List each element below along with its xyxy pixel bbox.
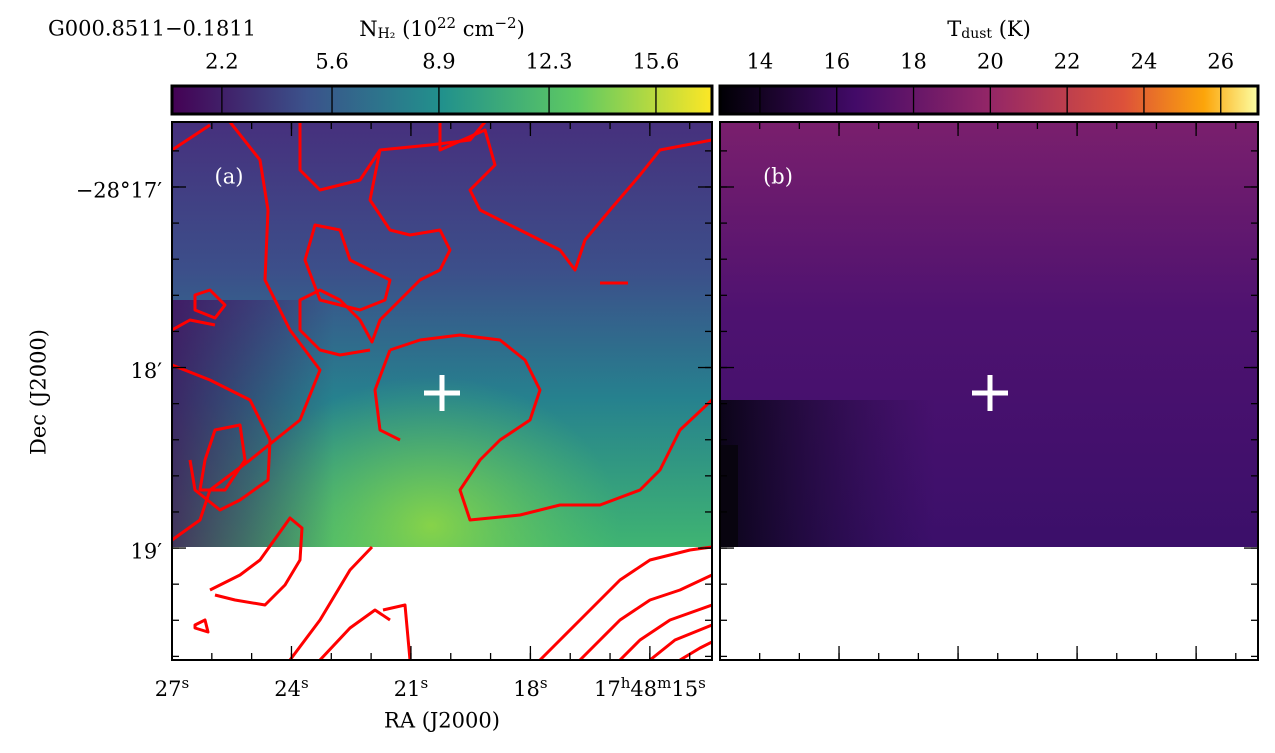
colorbar-tick-label: 12.3 (526, 50, 573, 74)
colorbar-title-part: (K) (992, 17, 1031, 41)
colorbar-tick-label: 26 (1207, 50, 1234, 74)
x-tick-label-part: 27 (155, 677, 182, 701)
colorbar-tick-label: 18 (900, 50, 927, 74)
contours (172, 122, 712, 660)
x-tick-label-part: 24 (274, 677, 301, 701)
colorbar-tick-label: 2.2 (205, 50, 238, 74)
x-tick-label-part: m (657, 674, 671, 692)
x-tick-label-part: s (540, 674, 548, 692)
y-tick-label: 18′ (131, 359, 163, 383)
panel-label: (a) (215, 165, 244, 189)
colorbar-title: NH₂ (1022 cm−2) (359, 14, 525, 42)
colorbar-title-part: H₂ (378, 26, 396, 42)
x-tick-label-part: s (182, 674, 190, 692)
colorbar-tick-label: 8.9 (422, 50, 455, 74)
map-a (172, 122, 712, 660)
x-axis-title: RA (J2000) (384, 709, 500, 733)
x-tick-label: 27s (155, 674, 189, 701)
colorbar (718, 84, 1260, 116)
colorbar-title: Tdust (K) (947, 17, 1031, 42)
y-tick-label: −28°17′ (76, 178, 163, 202)
x-tick-label: 24s (274, 674, 308, 701)
colorbar (170, 84, 714, 116)
x-tick-label: 18s (513, 674, 547, 701)
x-tick-label-part: h (621, 674, 631, 692)
source-marker (424, 375, 460, 411)
colorbar-tick-label: 14 (747, 50, 774, 74)
colorbar-tick-label: 5.6 (315, 50, 348, 74)
colorbar-title-part: (10 (395, 17, 437, 41)
colorbar-tick-label: 16 (823, 50, 850, 74)
colorbar-title-part: 22 (437, 14, 456, 32)
colorbar-tick-label: 20 (977, 50, 1004, 74)
source-name: G000.8511−0.1811 (48, 17, 256, 41)
colorbar-title-part: cm (456, 17, 494, 41)
x-tick-label-part: 21 (394, 677, 421, 701)
map-b (720, 122, 1258, 547)
colorbar-tick-label: 15.6 (633, 50, 680, 74)
colorbar-title-part: dust (961, 26, 992, 42)
colorbar-title-part: N (359, 17, 377, 41)
x-tick-label-part: 48 (630, 677, 657, 701)
axes-frame (171, 121, 713, 661)
x-tick-label-part: s (301, 674, 309, 692)
colorbar-tick-label: 24 (1131, 50, 1158, 74)
x-tick-label-part: s (698, 674, 706, 692)
y-tick-label: 19′ (131, 540, 163, 564)
colorbar-title-part: −2 (494, 14, 516, 32)
axes-frame (719, 121, 1259, 661)
source-marker (972, 375, 1008, 411)
y-axis-title: Dec (J2000) (27, 329, 51, 455)
panel-label: (b) (763, 165, 793, 189)
colorbar-tick-label: 22 (1054, 50, 1081, 74)
x-tick-label-part: 18 (513, 677, 540, 701)
x-tick-label: 17h48m15s (594, 674, 706, 701)
x-tick-label: 21s (394, 674, 428, 701)
colorbar-title-part: ) (517, 17, 525, 41)
x-tick-label-part: s (420, 674, 428, 692)
x-tick-label-part: 15 (671, 677, 698, 701)
x-tick-label-part: 17 (594, 677, 621, 701)
colorbar-title-part: T (947, 17, 961, 41)
